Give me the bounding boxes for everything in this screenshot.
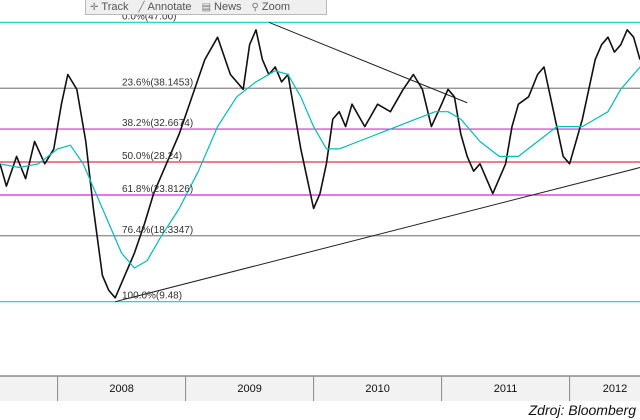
news-button[interactable]: ▤ News	[202, 1, 242, 13]
news-icon: ▤	[201, 1, 212, 13]
chart-toolbar: ✛ Track ╱ Annotate ▤ News ⚲ Zoom	[85, 0, 327, 15]
x-tick-label: 2009	[237, 383, 261, 395]
news-label: News	[214, 1, 242, 13]
annotate-button[interactable]: ╱ Annotate	[138, 1, 191, 13]
trendlines	[115, 21, 640, 303]
fib-level-label: 100.0%(9.48)	[122, 291, 182, 302]
fib-level-label: 61.8%(23.8126)	[122, 184, 193, 195]
crosshair-icon: ✛	[90, 1, 99, 13]
track-label: Track	[101, 1, 129, 13]
fibonacci-labels: 0.0%(47.00) 23.6%(38.1453) 38.2%(32.6674) 5…	[122, 11, 193, 301]
fib-level-label: 0.0%(47.00)	[122, 11, 176, 22]
x-axis: 2008 2009 2010 2011 2012	[0, 375, 640, 401]
x-tick-label: 2008	[109, 383, 133, 395]
fib-level-label: 76.4%(18.3347)	[122, 225, 193, 236]
source-credit: Zdroj: Bloomberg	[528, 402, 636, 418]
x-tick-label: 2012	[603, 383, 627, 395]
zoom-button[interactable]: ⚲ Zoom	[252, 1, 290, 13]
track-button[interactable]: ✛ Track	[90, 1, 128, 13]
trendline	[115, 167, 640, 303]
annotate-label: Annotate	[147, 1, 192, 13]
fib-level-label: 23.6%(38.1453)	[122, 77, 193, 88]
pen-icon: ╱	[138, 1, 145, 13]
trendline	[268, 21, 468, 104]
x-axis-band	[0, 376, 640, 401]
magnifier-icon: ⚲	[251, 1, 259, 13]
fib-level-label: 50.0%(28.24)	[122, 151, 182, 162]
x-tick-label: 2010	[365, 383, 389, 395]
x-tick-label: 2011	[494, 383, 518, 395]
plot-background	[0, 0, 640, 376]
series-line	[0, 66, 640, 269]
series-line	[0, 28, 640, 299]
series-lines	[0, 28, 640, 299]
zoom-label: Zoom	[261, 1, 290, 13]
fib-level-label: 38.2%(32.6674)	[122, 118, 193, 129]
